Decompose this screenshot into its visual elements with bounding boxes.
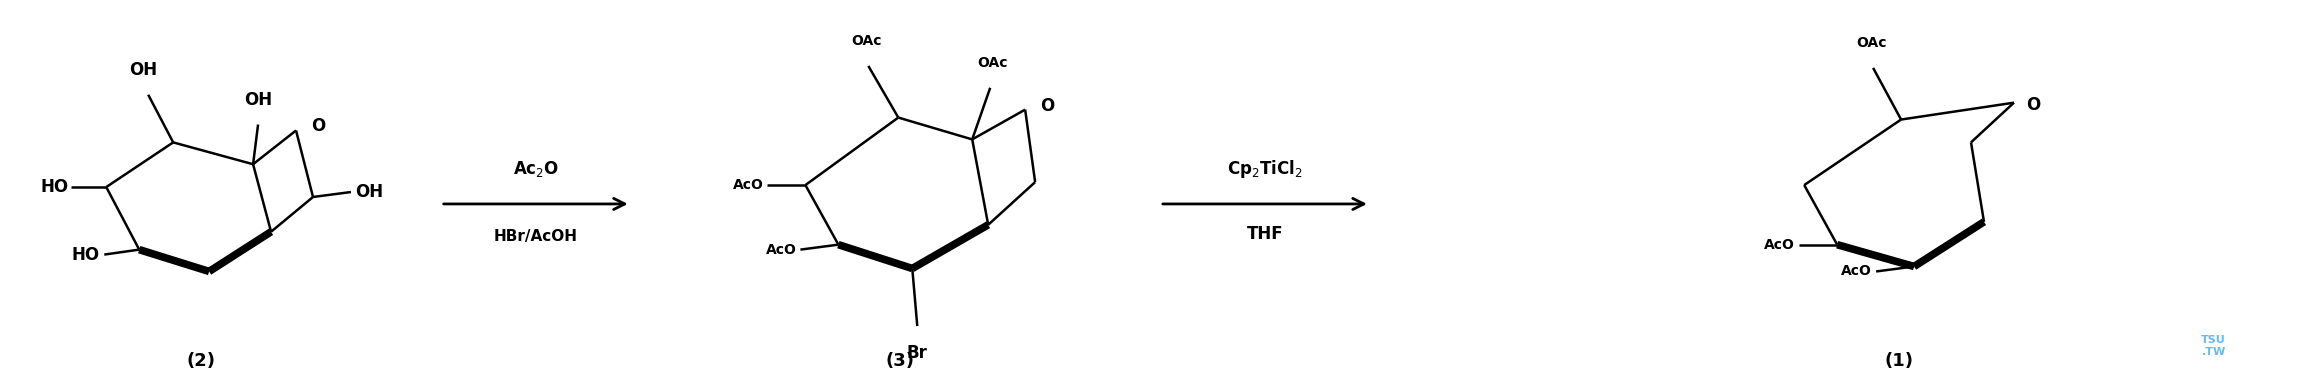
Text: Ac$_2$O: Ac$_2$O: [513, 159, 559, 179]
Text: AcO: AcO: [734, 178, 764, 192]
Text: (2): (2): [186, 352, 216, 370]
Text: THF: THF: [1247, 225, 1283, 243]
Text: (1): (1): [1884, 352, 1914, 370]
Text: OH: OH: [244, 91, 271, 109]
Text: OH: OH: [129, 61, 156, 79]
Text: O: O: [1040, 97, 1053, 114]
Text: Br: Br: [906, 344, 927, 362]
Text: AcO: AcO: [1764, 238, 1796, 252]
Text: OH: OH: [354, 183, 384, 201]
Text: Cp$_2$TiCl$_2$: Cp$_2$TiCl$_2$: [1228, 158, 1302, 180]
Text: HO: HO: [71, 245, 99, 263]
Text: (3): (3): [886, 352, 915, 370]
Text: O: O: [2026, 96, 2040, 114]
Text: O: O: [310, 118, 324, 136]
Text: AcO: AcO: [766, 243, 796, 257]
Text: TSU
.TW: TSU .TW: [2201, 335, 2226, 357]
Text: HO: HO: [39, 178, 69, 196]
Text: AcO: AcO: [1842, 265, 1872, 278]
Text: OAc: OAc: [978, 56, 1007, 70]
Text: HBr/AcOH: HBr/AcOH: [494, 229, 577, 244]
Text: OAc: OAc: [851, 34, 881, 48]
Text: OAc: OAc: [1856, 36, 1886, 50]
